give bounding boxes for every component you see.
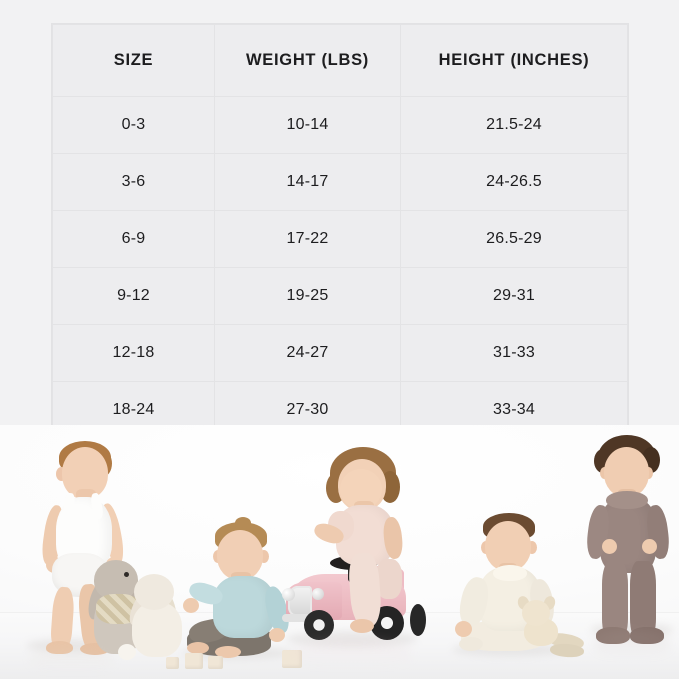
car-headlight-left — [282, 588, 295, 601]
car-wheel-rear — [410, 604, 426, 636]
cell-size: 12-18 — [52, 324, 215, 382]
table-row: 6-9 17-22 26.5-29 — [52, 210, 628, 268]
blue-top-torso — [213, 576, 275, 638]
cell-weight: 17-22 — [214, 210, 401, 268]
cell-weight: 14-17 — [214, 153, 401, 211]
foot-left — [46, 641, 73, 654]
head — [604, 447, 649, 497]
floor-reflection — [292, 639, 412, 669]
cell-height: 21.5-24 — [400, 96, 628, 154]
column-header-size: SIZE — [52, 24, 215, 97]
bunny-eye — [124, 572, 129, 577]
toddler-brown-sleeper — [580, 435, 679, 663]
plush-bunny-group — [84, 550, 208, 660]
toddler-white-bodysuit — [28, 441, 148, 656]
wooden-block — [208, 656, 223, 669]
table-row: 9-12 19-25 29-31 — [52, 267, 628, 325]
table-row: 0-3 10-14 21.5-24 — [52, 96, 628, 154]
bunny-head — [94, 560, 138, 600]
hand-left — [602, 539, 617, 554]
plush-deer — [510, 594, 590, 662]
brown-sleeper-torso — [600, 499, 656, 573]
hand-right — [642, 539, 657, 554]
ear-right — [259, 550, 269, 563]
hand-left — [183, 598, 199, 613]
plush-head — [522, 600, 550, 626]
peter-pan-collar — [606, 491, 648, 509]
car-wheel-front — [304, 610, 334, 640]
table-header-row: SIZE WEIGHT (LBS) HEIGHT (INCHES) — [52, 24, 628, 97]
footed-foot-left — [596, 627, 630, 644]
table-row: 12-18 24-27 31-33 — [52, 324, 628, 382]
hand-right — [269, 628, 285, 642]
baby-size-chart-table: SIZE WEIGHT (LBS) HEIGHT (INCHES) 0-3 10… — [52, 24, 628, 439]
leg-back — [376, 559, 402, 599]
head — [217, 530, 263, 580]
ear-right — [527, 541, 537, 554]
baby-blue-top — [175, 517, 310, 660]
cell-height: 26.5-29 — [400, 210, 628, 268]
foot-left — [187, 642, 209, 654]
hair-tuft — [235, 517, 251, 529]
table-row: 3-6 14-17 24-26.5 — [52, 153, 628, 211]
cell-size: 0-3 — [52, 96, 215, 154]
head — [485, 521, 531, 571]
cell-weight: 24-27 — [214, 324, 401, 382]
floor-reflection — [594, 631, 670, 659]
cell-height: 31-33 — [400, 324, 628, 382]
plush-ball — [118, 644, 136, 660]
plush-bunny-cream — [132, 602, 182, 657]
foot — [350, 619, 374, 633]
cell-size: 3-6 — [52, 153, 215, 211]
table-body: 0-3 10-14 21.5-24 3-6 14-17 24-26.5 6-9 … — [52, 96, 628, 439]
collar — [493, 565, 527, 581]
ear — [56, 467, 67, 481]
foot-right — [215, 646, 241, 658]
cell-weight: 10-14 — [214, 96, 401, 154]
column-header-height: HEIGHT (INCHES) — [400, 24, 628, 97]
leg-left — [49, 586, 76, 650]
cell-height: 24-26.5 — [400, 153, 628, 211]
toddler-pink-ride-on — [310, 447, 440, 637]
cell-height: 29-31 — [400, 267, 628, 325]
cell-weight: 19-25 — [214, 267, 401, 325]
bunny2-head — [134, 574, 174, 610]
footed-foot-right — [630, 627, 664, 644]
wooden-block — [166, 657, 179, 669]
size-chart-region: SIZE WEIGHT (LBS) HEIGHT (INCHES) 0-3 10… — [52, 24, 628, 439]
leg-left — [602, 561, 628, 639]
wooden-block — [185, 653, 203, 669]
car-headlight-right — [312, 588, 324, 600]
hand-left — [455, 621, 472, 637]
foot — [459, 637, 483, 651]
leg-right — [630, 561, 656, 639]
table-header: SIZE WEIGHT (LBS) HEIGHT (INCHES) — [52, 24, 628, 97]
cell-size: 9-12 — [52, 267, 215, 325]
cell-size: 6-9 — [52, 210, 215, 268]
floor-reflection — [30, 647, 114, 673]
wooden-block — [282, 650, 302, 668]
column-header-weight: WEIGHT (LBS) — [214, 24, 401, 97]
babies-lifestyle-photo — [0, 425, 679, 679]
